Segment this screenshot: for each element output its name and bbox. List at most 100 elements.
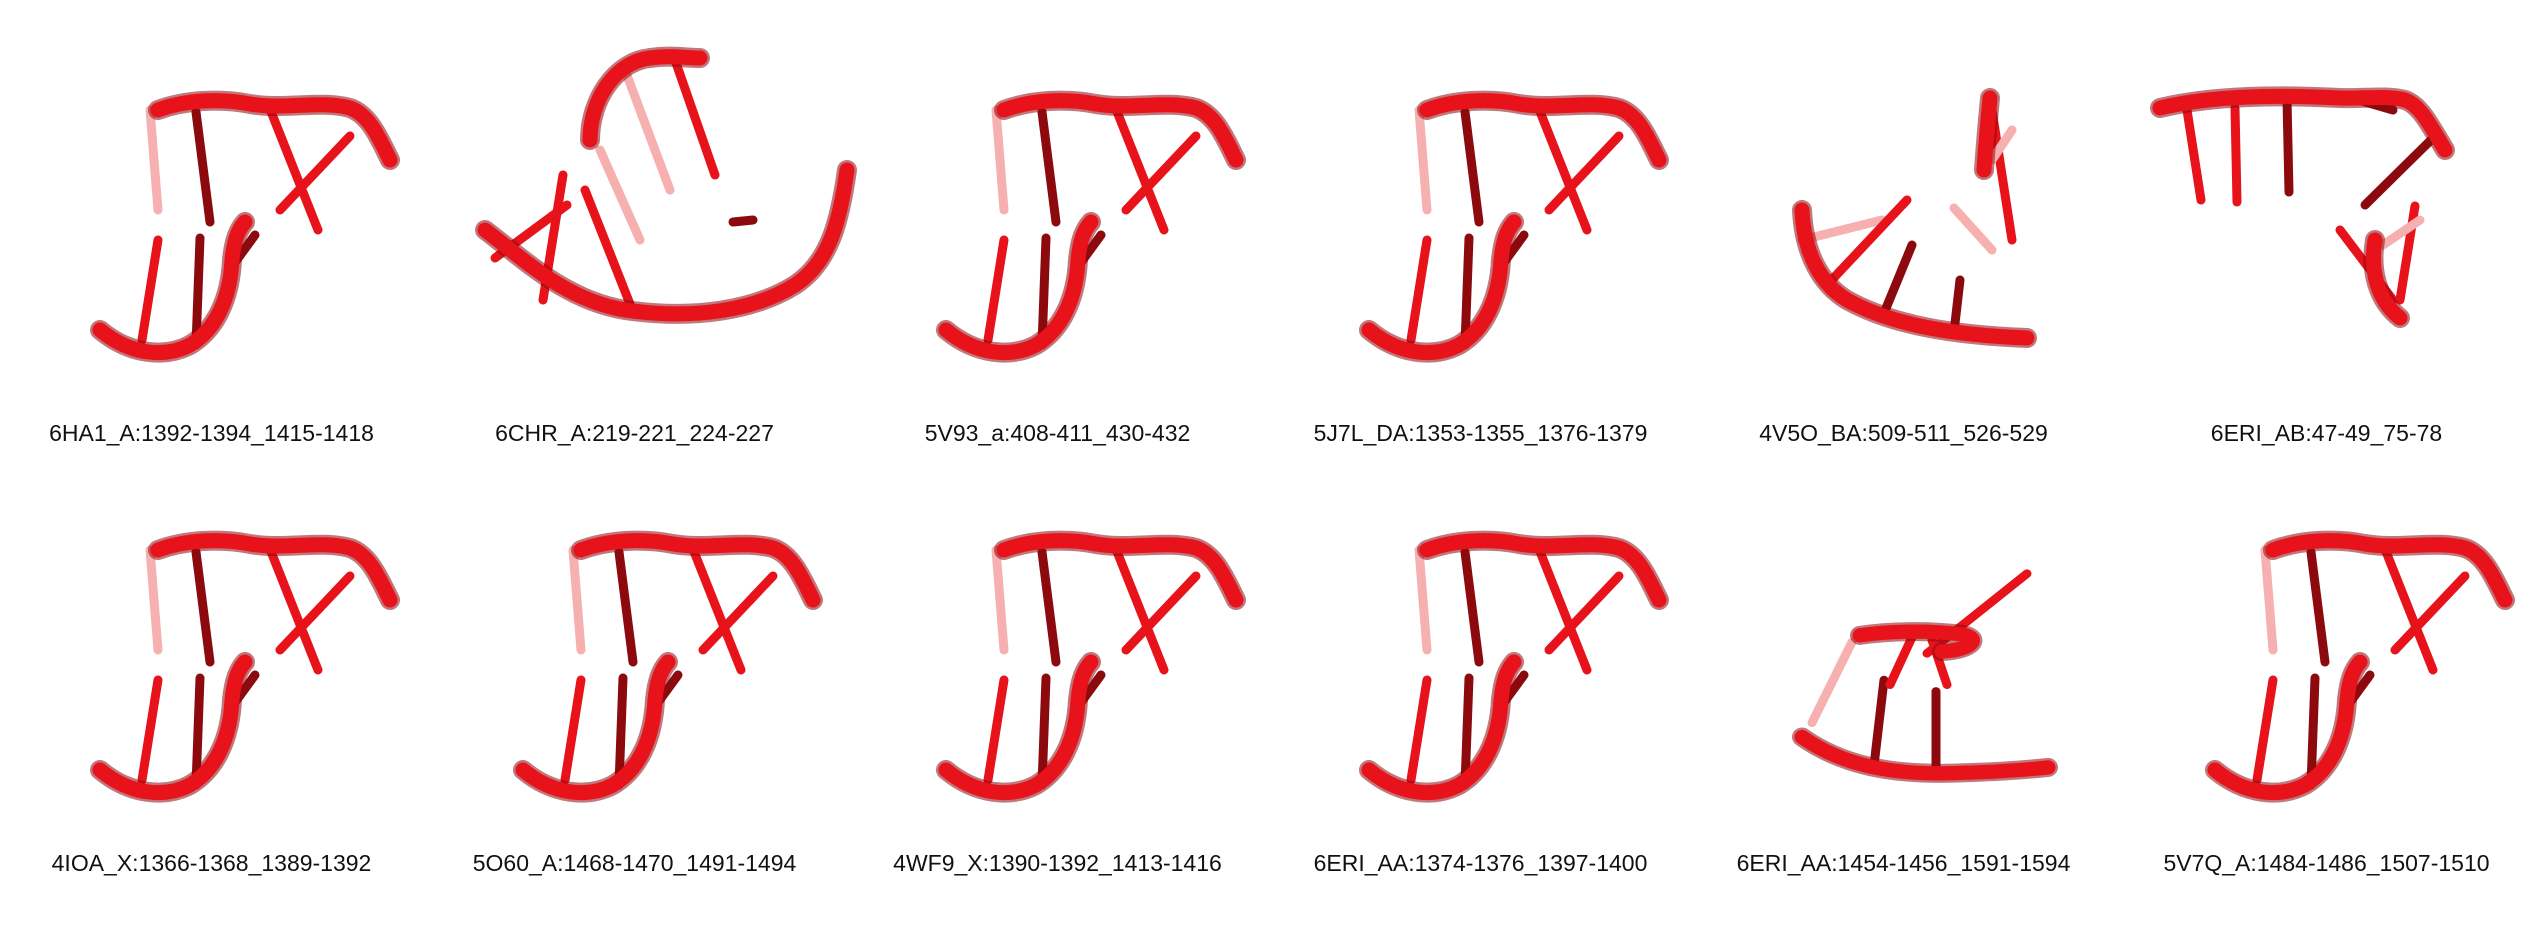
structure-tile: 5O60_A:1468-1470_1491-1494: [423, 440, 846, 910]
base-pair-rung: [983, 235, 1009, 345]
base-pair-rung: [275, 131, 355, 215]
base-pair-rung: [2378, 539, 2438, 675]
structure-tile: 6ERI_AA:1454-1456_1591-1594: [1692, 440, 2115, 910]
base-pair-rung: [620, 65, 675, 195]
backbone-strand: [515, 654, 676, 801]
structure-label: 5V7Q_A:1484-1486_1507-1510: [2163, 850, 2490, 876]
rna-structure-render: [2205, 530, 2515, 803]
structure-tile: 4IOA_X:1366-1368_1389-1392: [0, 440, 423, 910]
base-pair-rung: [2252, 675, 2278, 785]
rna-structure-render: [1792, 88, 2037, 348]
structure-tile: 6CHR_A:219-221_224-227: [423, 0, 857, 470]
base-pair-rung: [145, 545, 163, 655]
base-pair-rung: [263, 99, 323, 235]
base-pair-rung: [1109, 99, 1169, 235]
backbone-strand: [1419, 533, 1667, 608]
structure-group: [936, 530, 1246, 803]
backbone-strand: [1361, 214, 1522, 361]
base-pair-rung: [686, 539, 746, 675]
base-pair-rung: [1987, 125, 2017, 165]
base-pair-rung: [595, 145, 645, 245]
base-pair-rung: [728, 215, 758, 227]
base-pair-rung: [670, 55, 720, 180]
base-pair-rung: [1121, 571, 1201, 655]
structure-group: [90, 530, 400, 803]
base-pair-rung: [137, 235, 163, 345]
base-pair-rung: [568, 545, 586, 655]
backbone-strand: [1976, 90, 1998, 178]
structure-group: [475, 46, 857, 324]
structure-group: [1792, 88, 2037, 348]
base-pair-rung: [614, 547, 638, 667]
rna-structure-render: [475, 46, 857, 324]
base-pair-rung: [1544, 131, 1624, 215]
rna-structure-render: [513, 530, 823, 803]
base-pair-rung: [1414, 105, 1432, 215]
base-pair-rung: [1121, 131, 1201, 215]
structure-group: [2150, 86, 2455, 328]
structure-tile: 6HA1_A:1392-1394_1415-1418: [0, 0, 423, 470]
base-pair-rung: [1460, 547, 1484, 667]
base-pair-rung: [2306, 673, 2320, 790]
base-pair-rung: [1460, 107, 1484, 227]
base-pair-rung: [991, 105, 1009, 215]
rna-structure-render: [936, 90, 1246, 363]
base-pair-rung: [275, 571, 355, 655]
base-pair-rung: [1460, 233, 1474, 350]
backbone-strand: [1361, 654, 1522, 801]
base-pair-rung: [191, 547, 215, 667]
base-pair-rung: [983, 675, 1009, 785]
base-pair-rung: [1460, 673, 1474, 790]
backbone-strand: [996, 93, 1244, 168]
base-pair-rung: [1414, 545, 1432, 655]
structure-tile: 6ERI_AB:47-49_75-78: [2115, 0, 2538, 470]
base-pair-rung: [1544, 571, 1624, 655]
rna-structure-render: [1792, 569, 2058, 783]
base-pair-rung: [2306, 547, 2330, 667]
base-pair-rung: [1109, 539, 1169, 675]
rna-structure-render: [936, 530, 1246, 803]
backbone-strand: [938, 654, 1099, 801]
backbone-strand: [996, 533, 1244, 608]
structure-tile: 4V5O_BA:509-511_526-529: [1692, 0, 2115, 470]
structure-tile: 5J7L_DA:1353-1355_1376-1379: [1269, 0, 1692, 470]
backbone-strand: [477, 162, 855, 322]
base-pair-rung: [2360, 135, 2436, 210]
structure-tile: 6ERI_AA:1374-1376_1397-1400: [1269, 440, 1692, 910]
base-pair-rung: [1822, 195, 1912, 290]
structure-group: [1359, 90, 1669, 363]
backbone-strand: [92, 654, 253, 801]
base-pair-rung: [1877, 240, 1917, 323]
backbone-strand: [92, 214, 253, 361]
rna-structure-render: [90, 90, 400, 363]
base-pair-rung: [560, 675, 586, 785]
structure-tile: 5V93_a:408-411_430-432: [846, 0, 1269, 470]
structure-group: [1359, 530, 1669, 803]
base-pair-rung: [2182, 105, 2206, 205]
structure-label: 6ERI_AA:1454-1456_1591-1594: [1736, 850, 2071, 876]
base-pair-rung: [1869, 675, 1889, 770]
backbone-strand: [573, 533, 821, 608]
base-pair-rung: [1037, 673, 1051, 790]
structure-label: 4WF9_X:1390-1392_1413-1416: [893, 850, 1222, 876]
base-pair-rung: [580, 185, 635, 309]
backbone-strand: [1794, 729, 2056, 781]
structure-group: [90, 90, 400, 363]
base-pair-rung: [2378, 215, 2425, 250]
base-pair-rung: [1532, 539, 1592, 675]
base-pair-rung: [1885, 632, 1917, 690]
rna-structure-render: [1359, 530, 1669, 803]
backbone-strand: [582, 49, 708, 148]
base-pair-rung: [1532, 99, 1592, 235]
structure-group: [1792, 569, 2058, 783]
backbone-strand: [1794, 202, 2035, 346]
structure-label: 5V93_a:408-411_430-432: [924, 420, 1191, 446]
base-pair-rung: [1037, 233, 1051, 350]
backbone-strand: [150, 93, 398, 168]
structure-group: [513, 530, 823, 803]
base-pair-rung: [1037, 547, 1061, 667]
backbone-strand: [1419, 93, 1667, 168]
backbone-strand: [150, 533, 398, 608]
backbone-strand: [2365, 232, 2408, 326]
